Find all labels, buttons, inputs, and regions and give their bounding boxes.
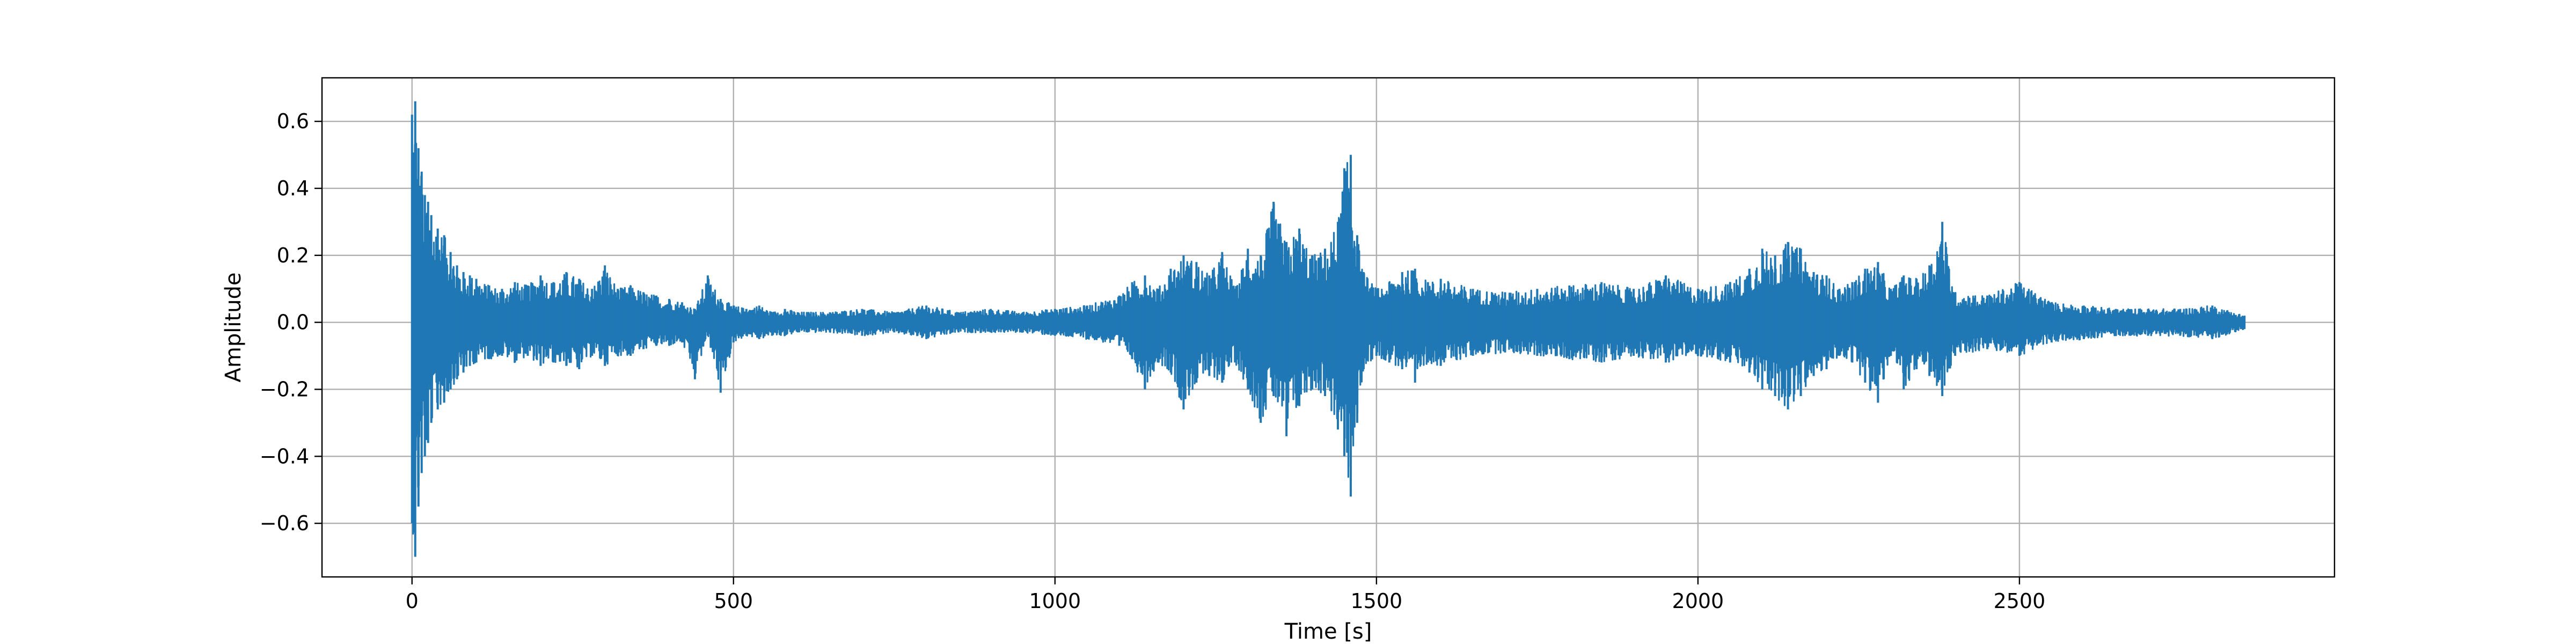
x-tick-label: 1000 bbox=[1029, 589, 1081, 613]
y-tick-label: 0.6 bbox=[277, 109, 309, 133]
y-axis-label: Amplitude bbox=[221, 273, 246, 383]
waveform-envelope bbox=[412, 201, 2245, 451]
y-tick-label: −0.4 bbox=[260, 444, 309, 468]
series-layer bbox=[411, 101, 2246, 557]
x-tick-label: 1500 bbox=[1350, 589, 1402, 613]
y-tick-label: 0.4 bbox=[277, 177, 309, 200]
plot-frame bbox=[321, 77, 2336, 578]
x-tick-label: 0 bbox=[406, 589, 419, 613]
x-tick-label: 2000 bbox=[1672, 589, 1724, 613]
ticks bbox=[314, 120, 2021, 584]
y-tick-label: −0.2 bbox=[260, 377, 309, 401]
tick-labels: 0 500 1000 1500 2000 2500 −0.6 −0.4 −0.2 0.0 0.2 0.… bbox=[260, 109, 2046, 613]
x-axis-label: Time [s] bbox=[1284, 619, 1372, 644]
y-tick-label: 0.0 bbox=[277, 311, 309, 334]
x-tick-label: 500 bbox=[714, 589, 753, 613]
x-tick-label: 2500 bbox=[1994, 589, 2046, 613]
y-tick-label: −0.6 bbox=[260, 511, 309, 535]
y-tick-label: 0.2 bbox=[277, 244, 309, 267]
